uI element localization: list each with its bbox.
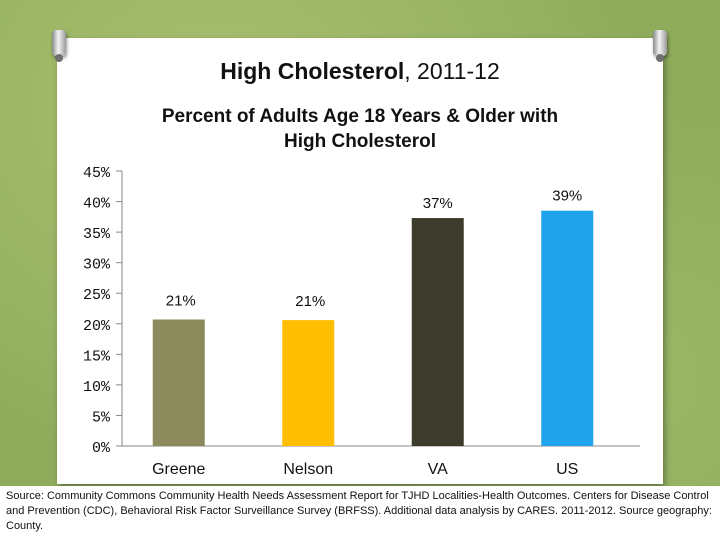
y-tick-label: 15% xyxy=(83,348,111,365)
x-tick-label: Nelson xyxy=(283,461,333,478)
bar-greene xyxy=(152,319,205,446)
chart-title-line-2: High Cholesterol xyxy=(283,131,436,152)
bar-va xyxy=(411,218,464,446)
pushpin-icon xyxy=(653,30,667,62)
y-tick-label: 20% xyxy=(83,318,111,335)
slide-title: High Cholesterol, 2011-12 xyxy=(0,58,720,85)
y-tick-label: 35% xyxy=(83,226,111,243)
x-tick-label: Greene xyxy=(152,461,205,478)
chart-title: Percent of Adults Age 18 Years & Older w… xyxy=(140,104,580,154)
bar-us xyxy=(541,210,594,446)
title-rest: , 2011-12 xyxy=(404,58,500,84)
pushpin-icon xyxy=(52,30,66,62)
y-tick-label: 5% xyxy=(92,409,111,426)
y-tick-label: 45% xyxy=(83,165,111,182)
data-label: 39% xyxy=(552,188,582,205)
y-tick-label: 40% xyxy=(83,196,111,213)
data-label: 37% xyxy=(423,195,453,212)
source-note: Source: Community Commons Community Heal… xyxy=(0,486,720,540)
title-bold: High Cholesterol xyxy=(220,58,405,84)
data-label: 21% xyxy=(166,293,196,310)
x-tick-label: VA xyxy=(428,461,448,478)
y-tick-label: 10% xyxy=(83,379,111,396)
y-tick-label: 30% xyxy=(83,257,111,274)
data-label: 21% xyxy=(295,293,325,310)
y-tick-label: 0% xyxy=(92,440,111,457)
y-tick-label: 25% xyxy=(83,287,111,304)
bar-nelson xyxy=(282,320,335,446)
chart-title-line-1: Percent of Adults Age 18 Years & Older w… xyxy=(161,106,559,127)
x-tick-label: US xyxy=(556,461,578,478)
